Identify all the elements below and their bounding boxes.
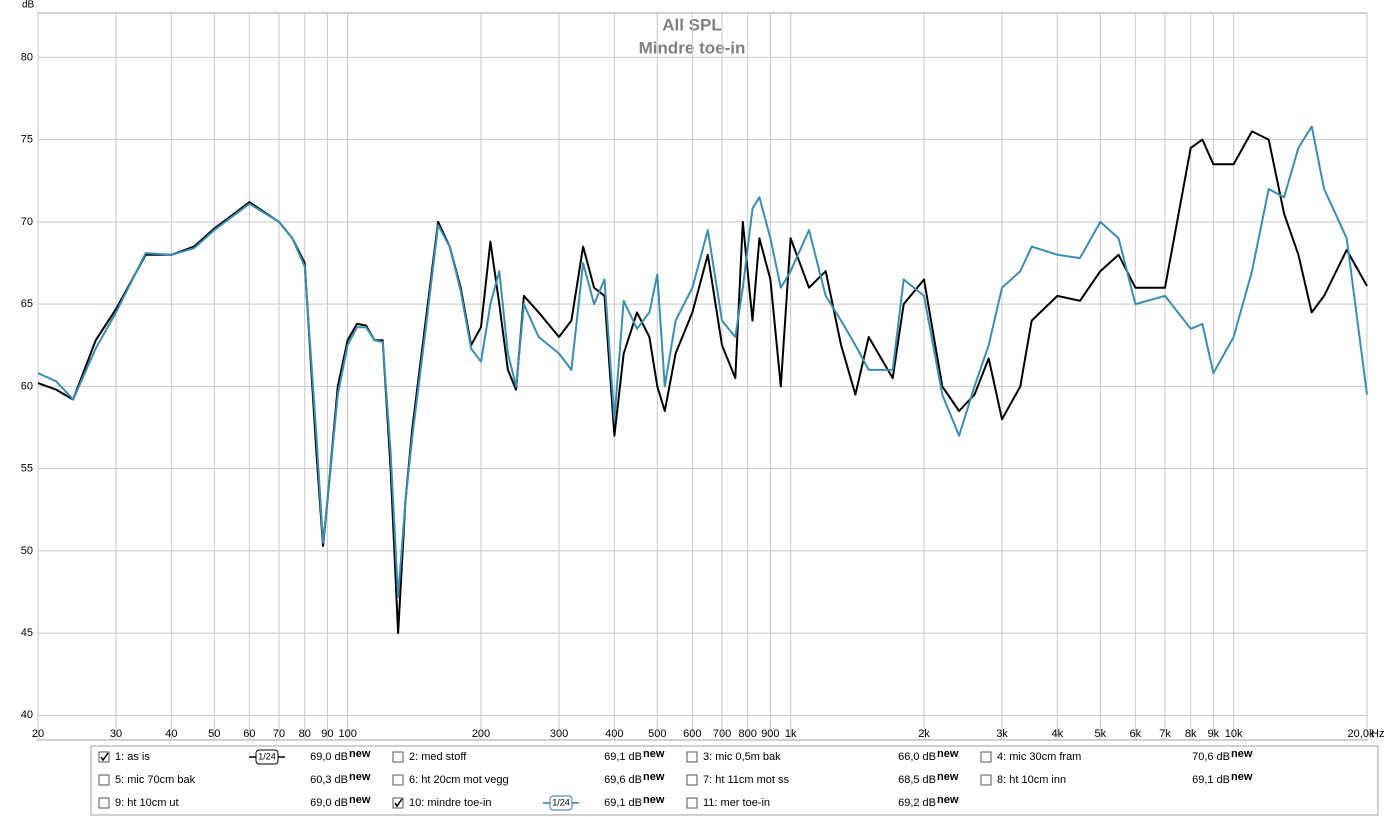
checkbox[interactable] xyxy=(392,774,404,786)
legend-badge: new xyxy=(937,748,959,760)
legend-level: 60,3 dB xyxy=(310,774,348,786)
legend-badge: new xyxy=(1231,748,1253,760)
x-tick-label: 20 xyxy=(32,728,44,740)
x-tick-label: 8k xyxy=(1185,728,1197,740)
x-tick-label: 500 xyxy=(648,728,666,740)
legend-level: 69,1 dB xyxy=(604,797,642,809)
legend-badge: new xyxy=(643,748,665,760)
legend-label: 9: ht 10cm ut xyxy=(115,797,179,809)
checkbox[interactable] xyxy=(98,774,110,786)
x-tick-label: 90 xyxy=(321,728,333,740)
legend-label: 7: ht 11cm mot ss xyxy=(703,774,789,786)
checkbox[interactable] xyxy=(98,751,110,763)
x-tick-label: 20,0k xyxy=(1348,728,1375,740)
x-tick-label: 80 xyxy=(299,728,311,740)
legend-label: 2: med stoff xyxy=(409,751,467,763)
x-tick-label: 30 xyxy=(110,728,122,740)
legend-label: 6: ht 20cm mot vegg xyxy=(409,774,509,786)
legend-badge: new xyxy=(349,794,371,806)
legend-level: 68,5 dB xyxy=(898,774,936,786)
legend-level: 69,6 dB xyxy=(604,774,642,786)
y-tick-label: 75 xyxy=(21,134,33,146)
x-tick-label: 5k xyxy=(1094,728,1106,740)
x-tick-label: 70 xyxy=(273,728,285,740)
x-axis-unit: Hz xyxy=(1371,728,1384,740)
x-tick-label: 800 xyxy=(739,728,757,740)
checkbox[interactable] xyxy=(980,774,992,786)
y-tick-label: 50 xyxy=(21,545,33,557)
smoothing-label: 1/24 xyxy=(258,751,276,761)
legend-level: 69,0 dB xyxy=(310,751,348,763)
legend-level: 70,6 dB xyxy=(1192,751,1230,763)
x-tick-label: 10k xyxy=(1225,728,1243,740)
checkbox[interactable] xyxy=(686,751,698,763)
legend-label: 1: as is xyxy=(115,751,150,763)
y-tick-label: 60 xyxy=(21,380,33,392)
legend-label: 5: mic 70cm bak xyxy=(115,774,196,786)
x-tick-label: 3k xyxy=(996,728,1008,740)
x-tick-label: 400 xyxy=(605,728,623,740)
y-tick-label: 45 xyxy=(21,627,33,639)
legend-badge: new xyxy=(937,794,959,806)
x-tick-label: 700 xyxy=(713,728,731,740)
x-tick-label: 9k xyxy=(1208,728,1220,740)
x-tick-label: 60 xyxy=(243,728,255,740)
legend-badge: new xyxy=(349,771,371,783)
smoothing-box xyxy=(255,749,279,765)
x-tick-label: 600 xyxy=(683,728,701,740)
x-tick-label: 6k xyxy=(1130,728,1142,740)
legend-label: 4: mic 30cm fram xyxy=(997,751,1081,763)
legend-badge: new xyxy=(643,794,665,806)
x-tick-label: 1k xyxy=(785,728,797,740)
x-tick-label: 4k xyxy=(1052,728,1064,740)
checkbox[interactable] xyxy=(686,774,698,786)
y-tick-label: 70 xyxy=(21,216,33,228)
legend-level: 69,1 dB xyxy=(604,751,642,763)
legend-badge: new xyxy=(643,771,665,783)
checkbox[interactable] xyxy=(980,751,992,763)
x-tick-label: 50 xyxy=(208,728,220,740)
checkmark xyxy=(100,752,109,762)
y-tick-label: 55 xyxy=(21,463,33,475)
legend-level: 69,0 dB xyxy=(310,797,348,809)
legend-label: 3: mic 0,5m bak xyxy=(703,751,781,763)
legend-label: 10: mindre toe-in xyxy=(409,797,492,809)
x-tick-label: 200 xyxy=(472,728,490,740)
y-tick-label: 65 xyxy=(21,298,33,310)
legend-badge: new xyxy=(937,771,959,783)
checkbox[interactable] xyxy=(686,797,698,809)
plot-frame xyxy=(37,12,1368,741)
checkbox[interactable] xyxy=(98,797,110,809)
legend-label: 8: ht 10cm inn xyxy=(997,774,1066,786)
x-tick-label: 7k xyxy=(1159,728,1171,740)
legend-label: 11: mer toe-in xyxy=(703,797,770,809)
y-tick-label: 80 xyxy=(21,51,33,63)
checkbox[interactable] xyxy=(392,751,404,763)
y-axis-label: dB xyxy=(22,0,35,11)
checkbox[interactable] xyxy=(392,797,404,809)
checkmark xyxy=(394,798,403,808)
x-tick-label: 40 xyxy=(165,728,177,740)
legend-level: 69,2 dB xyxy=(898,797,936,809)
legend-level: 69,1 dB xyxy=(1192,774,1230,786)
smoothing-box xyxy=(549,795,573,811)
x-tick-label: 2k xyxy=(918,728,930,740)
legend-badge: new xyxy=(349,748,371,760)
smoothing-label: 1/24 xyxy=(552,797,570,807)
legend-badge: new xyxy=(1231,771,1253,783)
x-tick-label: 900 xyxy=(761,728,779,740)
legend-level: 66,0 dB xyxy=(898,751,936,763)
x-tick-label: 300 xyxy=(550,728,568,740)
legend-panel xyxy=(90,745,1379,816)
x-tick-label: 100 xyxy=(338,728,356,740)
response-curve xyxy=(37,125,1368,598)
y-tick-label: 40 xyxy=(21,709,33,721)
